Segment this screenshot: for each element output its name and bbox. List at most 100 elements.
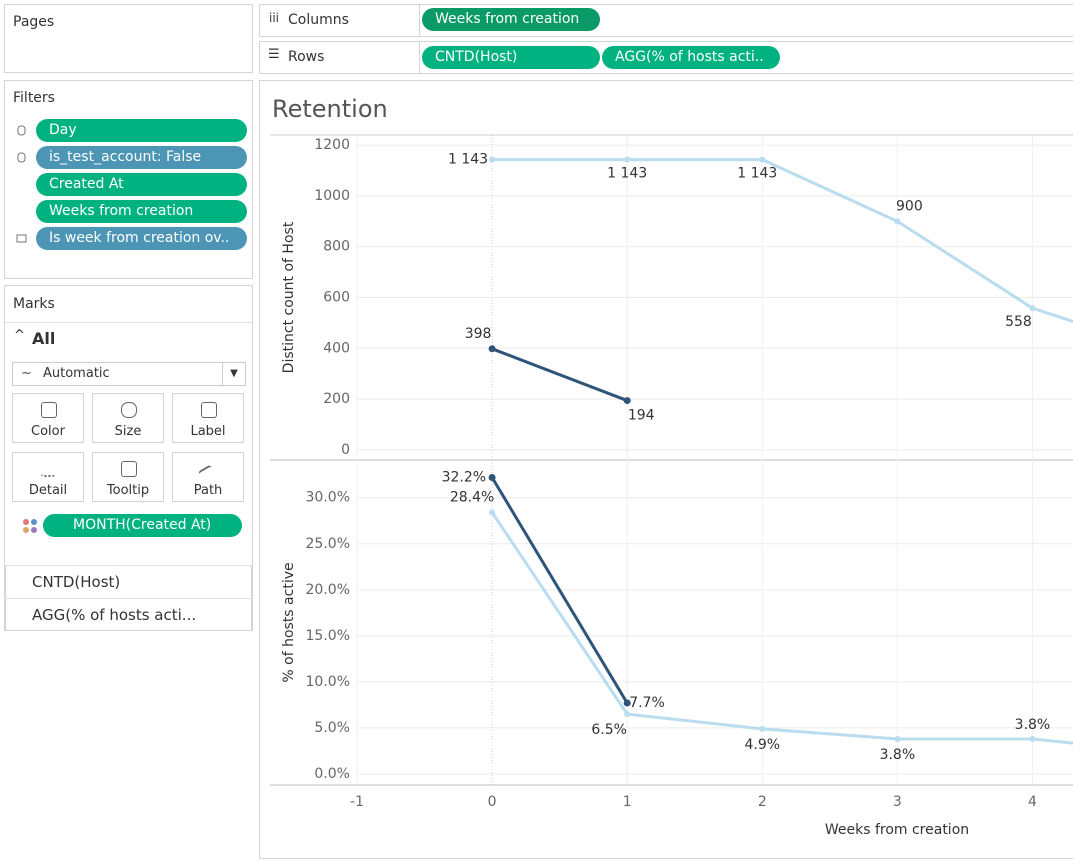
- pages-card: Pages: [4, 4, 253, 73]
- marks-button[interactable]: Tooltip: [92, 452, 164, 502]
- plot-area: [488, 473, 1073, 745]
- series-line: [491, 347, 628, 402]
- data-point: [489, 156, 496, 163]
- data-point: [759, 156, 766, 163]
- y-axis-title: % of hosts active: [281, 562, 297, 682]
- filter-pill[interactable]: Day: [36, 119, 247, 142]
- data-label: 1 143: [448, 152, 488, 168]
- marks-card: Marks ^ All ~ Automatic ▼ Color Size Lab…: [4, 285, 253, 631]
- y-axis-title: Distinct count of Host: [281, 221, 297, 373]
- filter-pill[interactable]: Is week from creation ov..: [36, 227, 247, 250]
- filter-icons: [16, 125, 27, 243]
- view: [259, 80, 1073, 859]
- data-label: 900: [896, 198, 923, 214]
- button-label: Label: [190, 424, 226, 439]
- data-label: 1 143: [737, 166, 777, 182]
- mark-type-dropdown[interactable]: ~ Automatic ▼: [12, 362, 246, 386]
- marks-button[interactable]: Color: [12, 393, 84, 443]
- shelf-pill[interactable]: AGG(% of hosts acti..: [602, 46, 780, 69]
- data-point: [623, 397, 631, 405]
- y-tick-label: 5.0%: [314, 720, 350, 736]
- x-tick-label: 3: [893, 794, 902, 810]
- columns-shelf: iii Columns Weeks from creation: [259, 4, 1073, 37]
- x-axis-title: Weeks from creation: [825, 822, 969, 838]
- data-label: 4.9%: [744, 737, 780, 753]
- shelf-pill[interactable]: Weeks from creation: [422, 8, 600, 31]
- filters-title: Filters: [13, 90, 55, 106]
- y-tick-label: 0: [341, 442, 350, 458]
- y-tick-label: 1200: [314, 137, 350, 153]
- y-tick-label: 200: [323, 391, 350, 407]
- y-tick-label: 15.0%: [306, 628, 350, 644]
- button-label: Tooltip: [106, 483, 150, 498]
- marks-button[interactable]: Label: [172, 393, 244, 443]
- y-tick-label: 0.0%: [314, 766, 350, 782]
- button-label: Color: [31, 424, 65, 439]
- color-icon: [23, 519, 37, 533]
- y-tick-label: 25.0%: [306, 536, 350, 552]
- data-point: [1029, 305, 1036, 312]
- data-label: 3.8%: [1015, 717, 1051, 733]
- data-label: 1 143: [607, 166, 647, 182]
- marks-all-row[interactable]: ^ All: [5, 322, 252, 355]
- plot-area: [488, 156, 1073, 405]
- data-point: [1029, 735, 1036, 742]
- shelf-label: Rows: [288, 49, 325, 65]
- series-line: [490, 511, 1073, 745]
- data-label: 3.8%: [880, 747, 916, 763]
- data-point: [488, 345, 496, 353]
- data-point: [894, 735, 901, 742]
- y-tick-label: 20.0%: [306, 582, 350, 598]
- data-label: 558: [1005, 314, 1032, 330]
- x-tick-label: 1: [623, 794, 632, 810]
- filters-card: Filters Day is_test_account: False Creat…: [4, 80, 253, 279]
- chart-title: Retention: [272, 95, 388, 123]
- x-tick-label: 4: [1028, 794, 1037, 810]
- data-point: [624, 711, 631, 718]
- mark-type: Automatic: [43, 366, 110, 381]
- marks-title: Marks: [13, 296, 55, 312]
- marks-button[interactable]: Size: [92, 393, 164, 443]
- rows-shelf: ☰ Rows CNTD(Host) AGG(% of hosts acti..: [259, 41, 1073, 74]
- shelf-label: Columns: [288, 12, 349, 28]
- button-label: Path: [193, 483, 223, 498]
- y-tick-label: 10.0%: [306, 674, 350, 690]
- data-point: [489, 509, 496, 516]
- marks-button[interactable]: Detail: [12, 452, 84, 502]
- data-point: [894, 218, 901, 225]
- series-line: [492, 158, 1073, 323]
- data-label: 6.5%: [591, 722, 627, 738]
- filter-pill[interactable]: Weeks from creation: [36, 200, 247, 223]
- x-tick-label: -1: [350, 794, 364, 810]
- marks-section[interactable]: CNTD(Host): [5, 565, 252, 597]
- data-point: [623, 699, 631, 707]
- marks-pill[interactable]: MONTH(Created At): [43, 514, 242, 537]
- button-label: Size: [114, 424, 142, 439]
- data-label: 32.2%: [442, 469, 486, 485]
- series-line: [490, 476, 629, 704]
- marks-all: All: [32, 329, 56, 348]
- y-tick-label: 800: [323, 239, 350, 255]
- filter-pill[interactable]: Created At: [36, 173, 247, 196]
- y-tick-label: 400: [323, 340, 350, 356]
- data-point: [488, 473, 496, 481]
- button-label: Detail: [28, 483, 68, 498]
- shelf-pill[interactable]: CNTD(Host): [422, 46, 600, 69]
- data-label: 194: [628, 408, 655, 424]
- filter-pill[interactable]: is_test_account: False: [36, 146, 247, 169]
- x-tick-label: 0: [488, 794, 497, 810]
- marks-button[interactable]: Path: [172, 452, 244, 502]
- y-tick-label: 600: [323, 290, 350, 306]
- data-label: 7.7%: [629, 695, 665, 711]
- data-point: [759, 725, 766, 732]
- data-point: [624, 156, 631, 163]
- data-label: 28.4%: [450, 489, 494, 505]
- pages-title: Pages: [13, 14, 55, 30]
- marks-section[interactable]: AGG(% of hosts acti...: [5, 598, 252, 630]
- y-tick-label: 30.0%: [306, 490, 350, 506]
- x-tick-label: 2: [758, 794, 767, 810]
- y-tick-label: 1000: [314, 188, 350, 204]
- data-label: 398: [465, 326, 492, 342]
